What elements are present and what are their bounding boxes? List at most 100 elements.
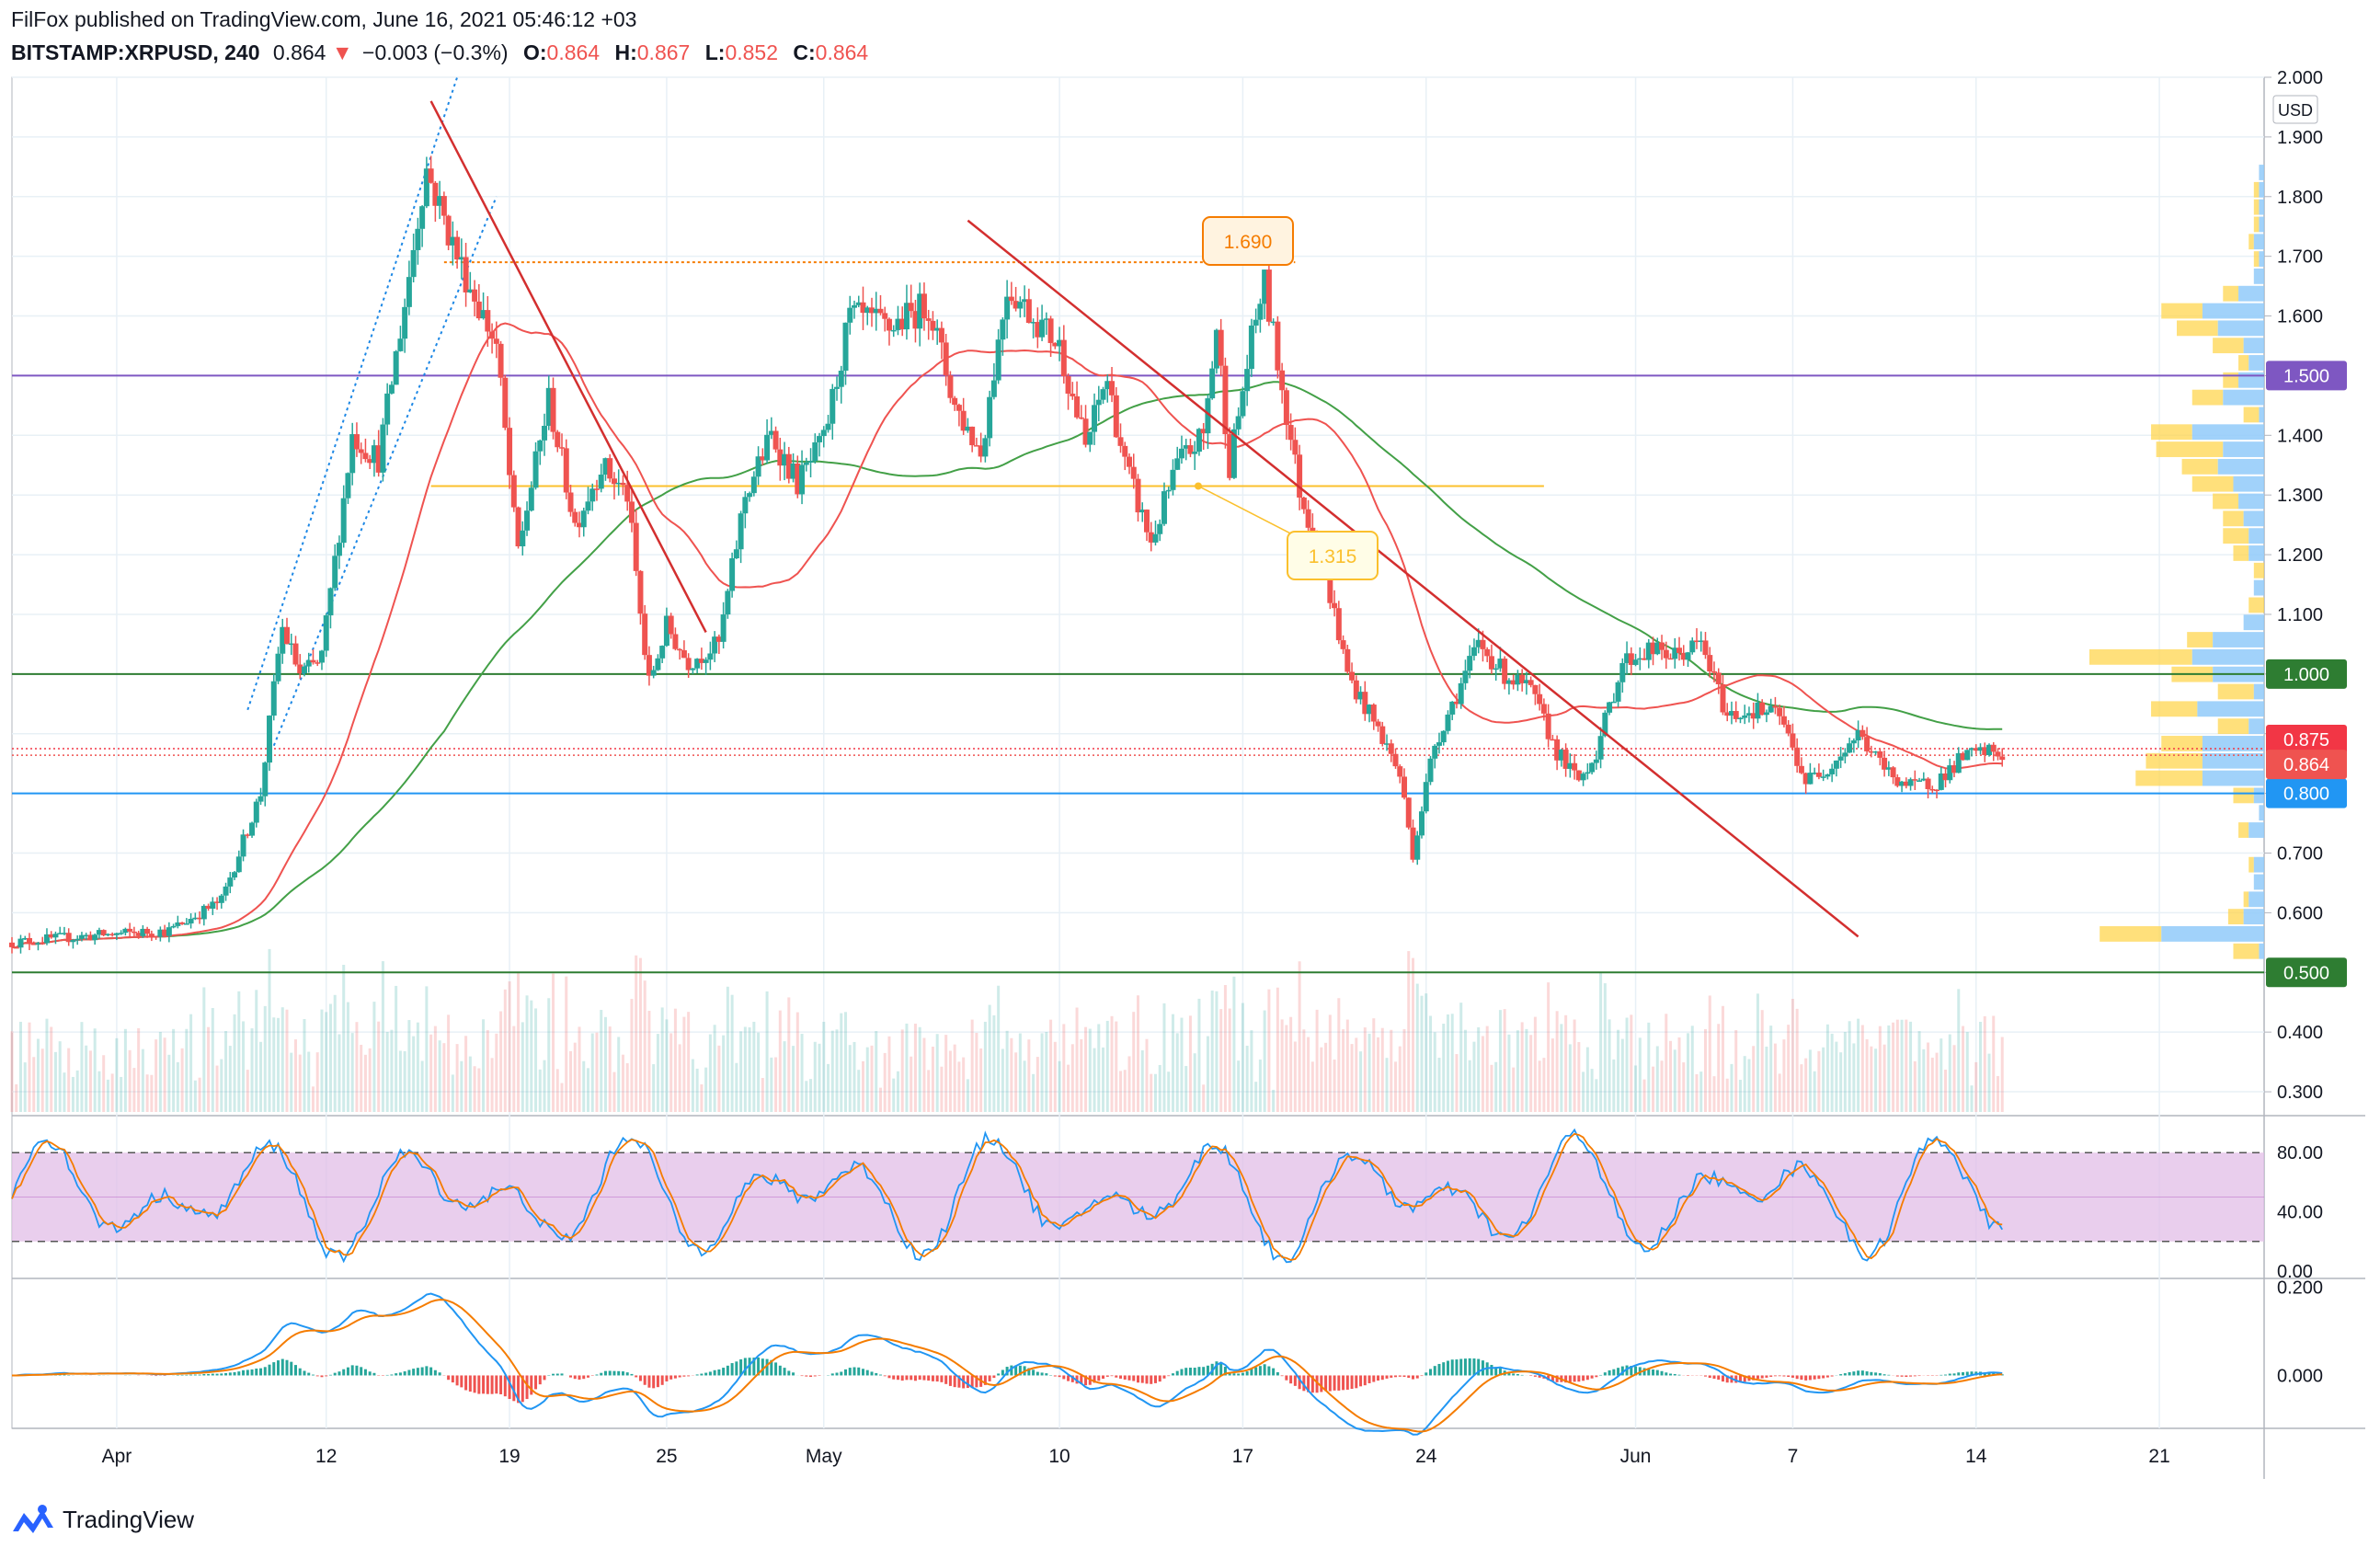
candle-body <box>1192 452 1198 454</box>
volume-bar <box>1970 1085 1974 1112</box>
volume-bar <box>717 1045 721 1112</box>
candle-body <box>1402 776 1408 798</box>
candle-body <box>925 318 932 321</box>
candle-body <box>472 289 478 302</box>
candle-body <box>934 327 941 331</box>
volume-bar <box>638 957 642 1112</box>
candle-body <box>498 343 504 378</box>
high-label: H: <box>614 40 637 64</box>
volume-bar <box>730 994 734 1112</box>
volume-bar <box>1267 989 1271 1112</box>
candle-body <box>1785 724 1791 734</box>
candle-body <box>1227 434 1233 478</box>
candle-body <box>1794 747 1801 766</box>
volume-bar <box>547 998 551 1112</box>
candle-body <box>712 636 718 654</box>
volume-profile-bar <box>2156 441 2224 457</box>
currency-badge <box>2272 95 2318 124</box>
candle-body <box>847 307 853 323</box>
volume-bar <box>569 1050 573 1112</box>
volume-bar <box>805 1081 808 1112</box>
volume-bar <box>1333 1060 1336 1112</box>
volume-bar <box>1223 985 1227 1112</box>
volume-bar <box>468 1056 472 1112</box>
candle-body <box>1030 322 1036 324</box>
volume-bar <box>1690 1026 1694 1112</box>
price-change: −0.003 (−0.3%) <box>362 40 509 64</box>
volume-bar <box>910 1056 913 1112</box>
volume-bar <box>1123 1070 1127 1112</box>
volume-bar <box>1852 1043 1856 1112</box>
candle-body <box>384 393 391 425</box>
candle-body <box>1672 647 1678 659</box>
volume-bar <box>1328 1014 1332 1112</box>
stoch-d-line <box>11 1132 2003 1261</box>
candle-body <box>1502 659 1508 684</box>
down-arrow-icon: ▼ <box>331 40 353 64</box>
stoch-tick-label: 0.00 <box>2277 1262 2313 1282</box>
candle-body <box>1349 671 1356 681</box>
candle-body <box>1572 762 1578 771</box>
volume-bar <box>1848 1021 1851 1112</box>
volume-bar <box>695 1068 699 1112</box>
candle-body <box>1379 726 1386 744</box>
candle-body <box>1890 767 1896 778</box>
candle-body <box>1357 692 1364 700</box>
volume-bar <box>1983 1015 1986 1112</box>
volume-bar <box>433 1026 437 1112</box>
candle-body <box>358 449 364 453</box>
candle-body <box>480 310 486 319</box>
candle-body <box>1540 704 1547 714</box>
volume-bar <box>1237 1060 1241 1112</box>
volume-bar <box>1773 1043 1777 1112</box>
candle-body <box>1523 680 1529 683</box>
volume-bar <box>398 1050 402 1112</box>
candle-body <box>1985 744 1992 756</box>
candle-body <box>1728 711 1734 716</box>
candle-body <box>1519 674 1526 683</box>
volume-bar <box>377 1021 381 1112</box>
volume-bar <box>1620 1038 1624 1112</box>
volume-bar <box>652 1064 656 1112</box>
candle-body <box>227 877 234 887</box>
candle-body <box>1414 835 1421 860</box>
volume-bar <box>298 1054 302 1112</box>
volume-bar <box>1184 1066 1188 1112</box>
candle-body <box>1929 788 1936 791</box>
price-tag-label: 0.875 <box>2283 730 2329 751</box>
candle-body <box>249 822 256 836</box>
candle-body <box>1528 680 1534 685</box>
candle-body <box>210 901 216 909</box>
candle-body <box>1733 711 1739 719</box>
volume-bar <box>1533 1016 1537 1112</box>
volume-bar <box>63 1072 66 1112</box>
volume-bar <box>1380 1027 1384 1112</box>
candle-body <box>729 558 736 591</box>
candle-body <box>1702 640 1709 656</box>
candle-body <box>1127 456 1133 467</box>
volume-bar <box>1730 1063 1734 1112</box>
candle-body <box>262 762 269 796</box>
candle-body <box>812 441 818 462</box>
volume-bar <box>342 965 346 1112</box>
candle-body <box>1982 747 1988 756</box>
macd-tick-label: 0.200 <box>2277 1278 2323 1299</box>
candle-body <box>938 327 944 343</box>
candle-body <box>153 935 159 938</box>
volume-bar <box>1150 1073 1153 1112</box>
candle-body <box>70 940 76 943</box>
candle-body <box>1999 756 2006 761</box>
candle-body <box>1047 318 1054 343</box>
volume-bar <box>1180 1017 1184 1112</box>
volume-bar <box>726 986 729 1112</box>
volume-bar <box>918 1026 921 1112</box>
volume-bar <box>355 1022 359 1112</box>
candle-body <box>1917 780 1923 783</box>
candle-body <box>982 438 989 457</box>
volume-profile-bar <box>2161 736 2203 751</box>
volume-bar <box>1005 1030 1009 1112</box>
volume-bar <box>250 1028 254 1112</box>
volume-bar <box>1468 1060 1471 1112</box>
candle-body <box>1375 721 1381 727</box>
